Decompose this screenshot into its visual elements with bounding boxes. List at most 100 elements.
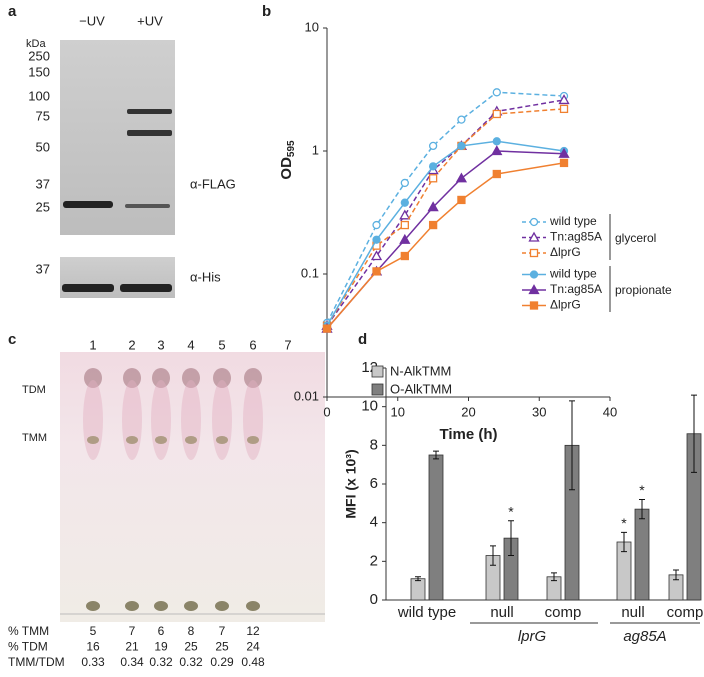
lane-number: 5 bbox=[218, 337, 225, 352]
data-point bbox=[559, 158, 569, 168]
lane-number: 7 bbox=[284, 337, 291, 352]
table-cell: 8 bbox=[188, 624, 195, 638]
error-bar bbox=[673, 569, 679, 581]
origin-spot bbox=[154, 601, 168, 611]
x-tick-label: 30 bbox=[532, 404, 546, 419]
data-point bbox=[427, 201, 439, 212]
legend-marker bbox=[528, 231, 540, 242]
spot-label: TMM bbox=[22, 432, 47, 444]
data-point bbox=[457, 141, 466, 151]
tdm-spot bbox=[182, 368, 200, 388]
table-cell: 7 bbox=[129, 624, 136, 638]
band bbox=[127, 109, 172, 114]
legend-label: Tn:ag85A bbox=[550, 282, 602, 296]
legend-marker bbox=[528, 284, 540, 295]
data-point bbox=[428, 220, 438, 230]
x-tick-label: 40 bbox=[603, 404, 617, 419]
x-tick-label: wild type bbox=[397, 604, 456, 621]
origin-spot bbox=[246, 601, 260, 611]
legend-group: propionate bbox=[615, 283, 672, 297]
lane-label: −UV bbox=[79, 13, 105, 28]
x-tick-label: 20 bbox=[461, 404, 475, 419]
smear bbox=[83, 380, 103, 460]
table-cell: 12 bbox=[246, 624, 260, 638]
y-tick-label: 0.01 bbox=[294, 388, 319, 403]
bar bbox=[410, 578, 426, 601]
data-point bbox=[372, 220, 381, 230]
marker-label: 25 bbox=[36, 199, 50, 214]
data-point bbox=[400, 251, 409, 261]
y-tick-label: 8 bbox=[370, 436, 378, 453]
data-point bbox=[400, 220, 409, 230]
legend-label: ΔlprG bbox=[550, 245, 581, 259]
table-cell: 16 bbox=[86, 640, 100, 654]
marker-label: 75 bbox=[36, 108, 50, 123]
series-line bbox=[326, 108, 565, 327]
error-bar bbox=[551, 572, 557, 582]
data-point bbox=[455, 172, 468, 183]
data-point bbox=[457, 115, 466, 124]
origin-spot bbox=[215, 601, 229, 611]
tmm-spot bbox=[126, 436, 138, 444]
legend-label: N-AlkTMM bbox=[390, 363, 451, 378]
table-cell: 7 bbox=[219, 624, 226, 638]
legend-label: wild type bbox=[549, 214, 597, 228]
smear bbox=[151, 380, 171, 460]
data-point bbox=[492, 169, 501, 179]
y-axis-label: OD595 bbox=[278, 140, 297, 180]
marker-label: 50 bbox=[36, 139, 50, 154]
band bbox=[127, 130, 172, 136]
marker-label: 250 bbox=[28, 48, 50, 63]
smear bbox=[243, 380, 263, 460]
data-point bbox=[400, 198, 409, 207]
data-point bbox=[492, 109, 501, 119]
bar bbox=[428, 454, 444, 601]
error-bar bbox=[691, 394, 697, 473]
table-cell: 6 bbox=[158, 624, 165, 638]
table-cell: 21 bbox=[125, 640, 139, 654]
tlc-plate bbox=[60, 352, 325, 622]
x-tick-label: comp bbox=[545, 604, 582, 621]
data-point bbox=[428, 162, 438, 171]
panel-label: b bbox=[262, 3, 271, 20]
significance: * bbox=[639, 482, 645, 498]
y-axis-label-sub: 595 bbox=[286, 140, 297, 157]
x-tick-label: 0 bbox=[323, 404, 330, 419]
smear bbox=[212, 380, 232, 460]
y-tick-label: 10 bbox=[305, 19, 319, 34]
data-point bbox=[491, 145, 503, 156]
data-point bbox=[558, 94, 570, 105]
table-cell: 0.33 bbox=[81, 655, 105, 669]
tdm-spot bbox=[123, 368, 141, 388]
legend-label: wild type bbox=[549, 267, 597, 281]
legend-group: glycerol bbox=[615, 231, 656, 245]
band bbox=[62, 284, 114, 292]
table-cell: 19 bbox=[154, 640, 168, 654]
marker-label: 37 bbox=[36, 261, 50, 276]
y-tick-label: 10 bbox=[361, 398, 378, 415]
band bbox=[120, 284, 172, 292]
table-cell: 0.32 bbox=[149, 655, 173, 669]
band bbox=[63, 201, 113, 208]
row-label: % TDM bbox=[8, 640, 48, 654]
table-cell: 0.29 bbox=[210, 655, 234, 669]
axis bbox=[326, 28, 610, 398]
legend-marker bbox=[529, 301, 539, 310]
x-tick-label: null bbox=[490, 604, 513, 621]
antibody-label: α-FLAG bbox=[190, 176, 236, 191]
table-cell: 25 bbox=[215, 640, 229, 654]
y-tick-label: 0.1 bbox=[301, 265, 319, 280]
tdm-spot bbox=[84, 368, 102, 388]
table-cell: 0.48 bbox=[241, 655, 265, 669]
y-tick-label: 1 bbox=[312, 142, 319, 157]
tmm-spot bbox=[216, 436, 228, 444]
y-tick-label: 0 bbox=[370, 591, 378, 608]
band bbox=[125, 204, 170, 208]
error-bar bbox=[490, 545, 496, 566]
lane-number: 6 bbox=[249, 337, 256, 352]
legend-swatch bbox=[371, 365, 384, 378]
error-bar bbox=[639, 498, 645, 520]
data-point bbox=[492, 88, 501, 97]
panel-label: a bbox=[8, 3, 17, 20]
legend-label: Tn:ag85A bbox=[550, 230, 602, 244]
